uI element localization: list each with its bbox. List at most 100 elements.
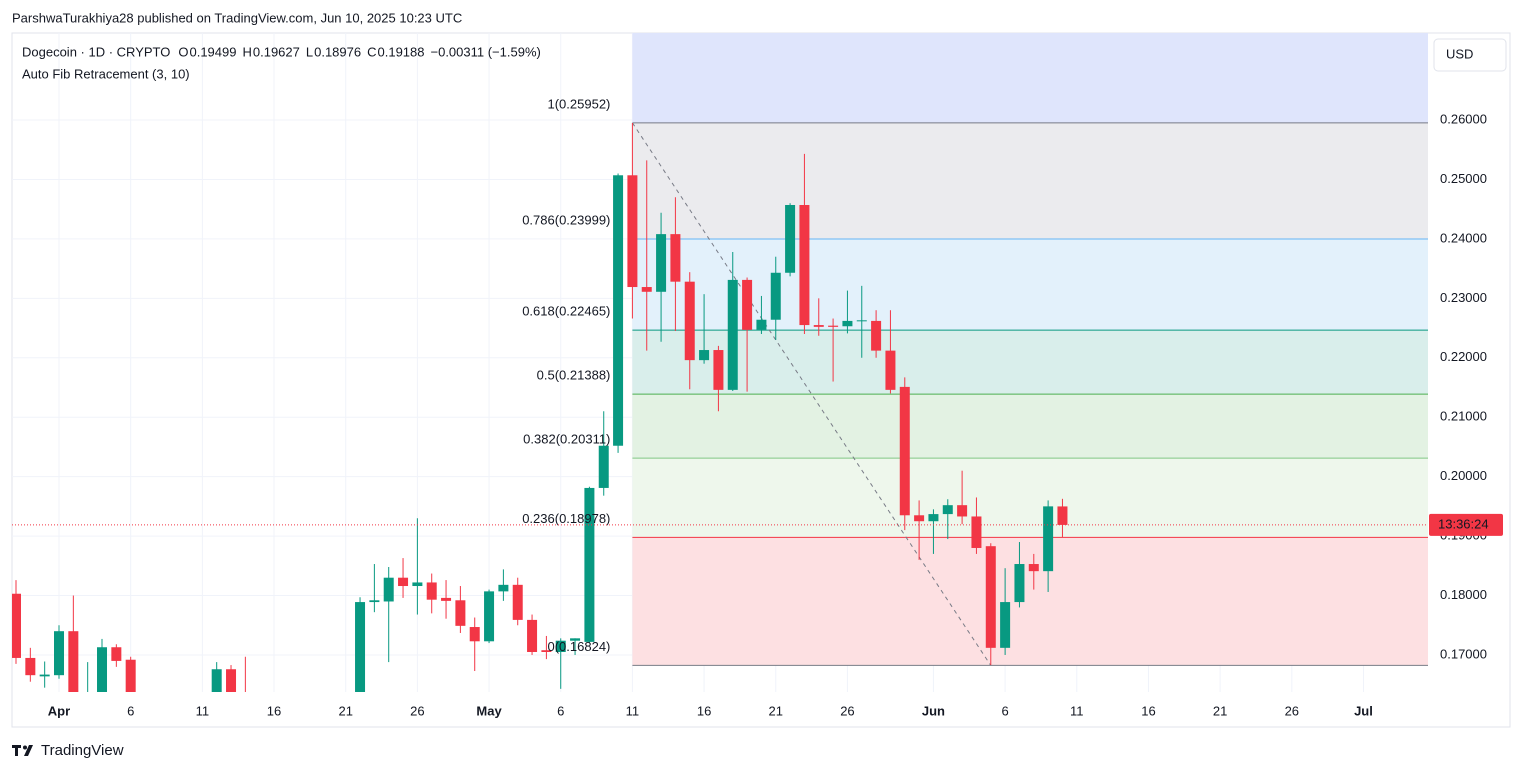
x-tick-label: Apr: [48, 703, 70, 718]
y-tick-label: 0.24000: [1440, 230, 1487, 245]
fib-zone: [632, 394, 1428, 459]
candle-body: [498, 584, 509, 592]
y-tick-label: 0.23000: [1440, 290, 1487, 305]
candle-body: [684, 281, 695, 361]
candle-body: [125, 659, 136, 692]
countdown-box: [1429, 513, 1503, 536]
candle-body: [355, 602, 366, 692]
x-tick-label: 26: [410, 703, 424, 718]
currency[interactable]: USD: [1446, 46, 1473, 61]
brand: TradingView: [41, 742, 124, 759]
candle-body: [570, 638, 581, 641]
fib-zone: [632, 122, 1428, 239]
candle-body: [713, 350, 724, 390]
x-tick-label: 26: [840, 703, 854, 718]
x-tick-label: 6: [127, 703, 134, 718]
x-tick-label: 11: [626, 703, 640, 718]
x-tick-label: 11: [1070, 703, 1084, 718]
candle-body: [383, 577, 394, 602]
candle-body: [613, 175, 624, 446]
fib-level-label: 0.382(0.20311): [523, 432, 610, 447]
y-tick-label: 0.22000: [1440, 349, 1487, 364]
candle-body: [426, 582, 437, 600]
fib-level-label: 0.786(0.23999): [522, 212, 610, 227]
candle-body: [527, 619, 538, 652]
candle-body: [226, 669, 237, 692]
ohlc-value: 0.19188: [378, 44, 425, 59]
x-tick-label: Jun: [922, 703, 945, 718]
fib-zone: [632, 238, 1428, 331]
fib-level-label: 0(0.16824): [548, 639, 611, 654]
y-tick-label: 0.17000: [1440, 646, 1487, 661]
candle-body: [885, 350, 896, 390]
candle-body: [240, 700, 250, 706]
candle-body: [1043, 506, 1054, 572]
fib-level-label: 1(0.25952): [548, 96, 611, 111]
candle-body: [899, 386, 910, 516]
candle-body: [641, 287, 652, 292]
candles: [12, 122, 1068, 706]
x-tick-label: 6: [1001, 703, 1008, 718]
y-tick-label: 0.20000: [1440, 468, 1487, 483]
candle-body: [25, 657, 36, 676]
candle-body: [727, 279, 738, 390]
candle-body: [828, 325, 839, 327]
candle-body: [1014, 564, 1025, 603]
ohlc-label: H: [242, 44, 251, 59]
x-tick-label: 11: [196, 703, 210, 718]
candle-body: [1057, 506, 1068, 525]
attribution: ParshwaTurakhiya28 published on TradingV…: [12, 10, 462, 25]
x-tick-label: 16: [267, 703, 281, 718]
candle-body: [412, 582, 423, 587]
x-tick-label: 16: [697, 703, 711, 718]
candle-body: [469, 627, 480, 642]
candle-body: [68, 631, 79, 692]
candle-body: [441, 597, 452, 601]
ohlc-value: 0.19499: [189, 44, 236, 59]
candle-body: [670, 234, 681, 282]
x-tick-label: 21: [1213, 703, 1227, 718]
x-tick-label: 6: [557, 703, 564, 718]
candle-body: [928, 514, 939, 522]
fib-zone: [632, 458, 1428, 538]
y-tick-label: 0.26000: [1440, 111, 1487, 126]
candle-body: [871, 320, 882, 351]
x-tick-label: May: [476, 703, 502, 718]
fib-level-label: 0.618(0.22465): [522, 304, 610, 319]
candle-body: [813, 325, 824, 327]
x-tick-label: 26: [1285, 703, 1299, 718]
candle-body: [12, 593, 21, 658]
candle-body: [770, 272, 781, 320]
x-tick-label: 21: [338, 703, 352, 718]
candle-body: [83, 694, 93, 697]
candle-body: [1000, 602, 1011, 648]
indicator-name: Auto Fib Retracement (3, 10): [22, 66, 190, 81]
candle-body: [455, 600, 466, 626]
countdown: 13:36:24: [1438, 516, 1489, 531]
fib-zone: [632, 330, 1428, 395]
candle-body: [627, 175, 638, 288]
candle-body: [699, 350, 710, 361]
candle-body: [985, 546, 996, 648]
candle-body: [555, 640, 566, 652]
candle-body: [942, 505, 953, 515]
candle-body: [369, 600, 380, 603]
fib-zone: [632, 537, 1428, 666]
y-tick-label: 0.21000: [1440, 409, 1487, 424]
fib-zone: [632, 33, 1428, 123]
x-tick-label: Jul: [1354, 703, 1373, 718]
ohlc-label: L: [306, 44, 313, 59]
candle-body: [742, 279, 753, 330]
x-tick-label: 21: [769, 703, 783, 718]
change: −0.00311 (−1.59%): [431, 44, 541, 59]
candle-body: [211, 669, 222, 692]
candle-body: [971, 516, 982, 548]
candle-body: [512, 584, 523, 620]
ohlc-value: 0.19627: [253, 44, 300, 59]
currency-button[interactable]: [1433, 38, 1507, 72]
candle-body: [484, 591, 495, 642]
logo: [12, 745, 33, 756]
ohlc-label: C: [367, 44, 376, 59]
